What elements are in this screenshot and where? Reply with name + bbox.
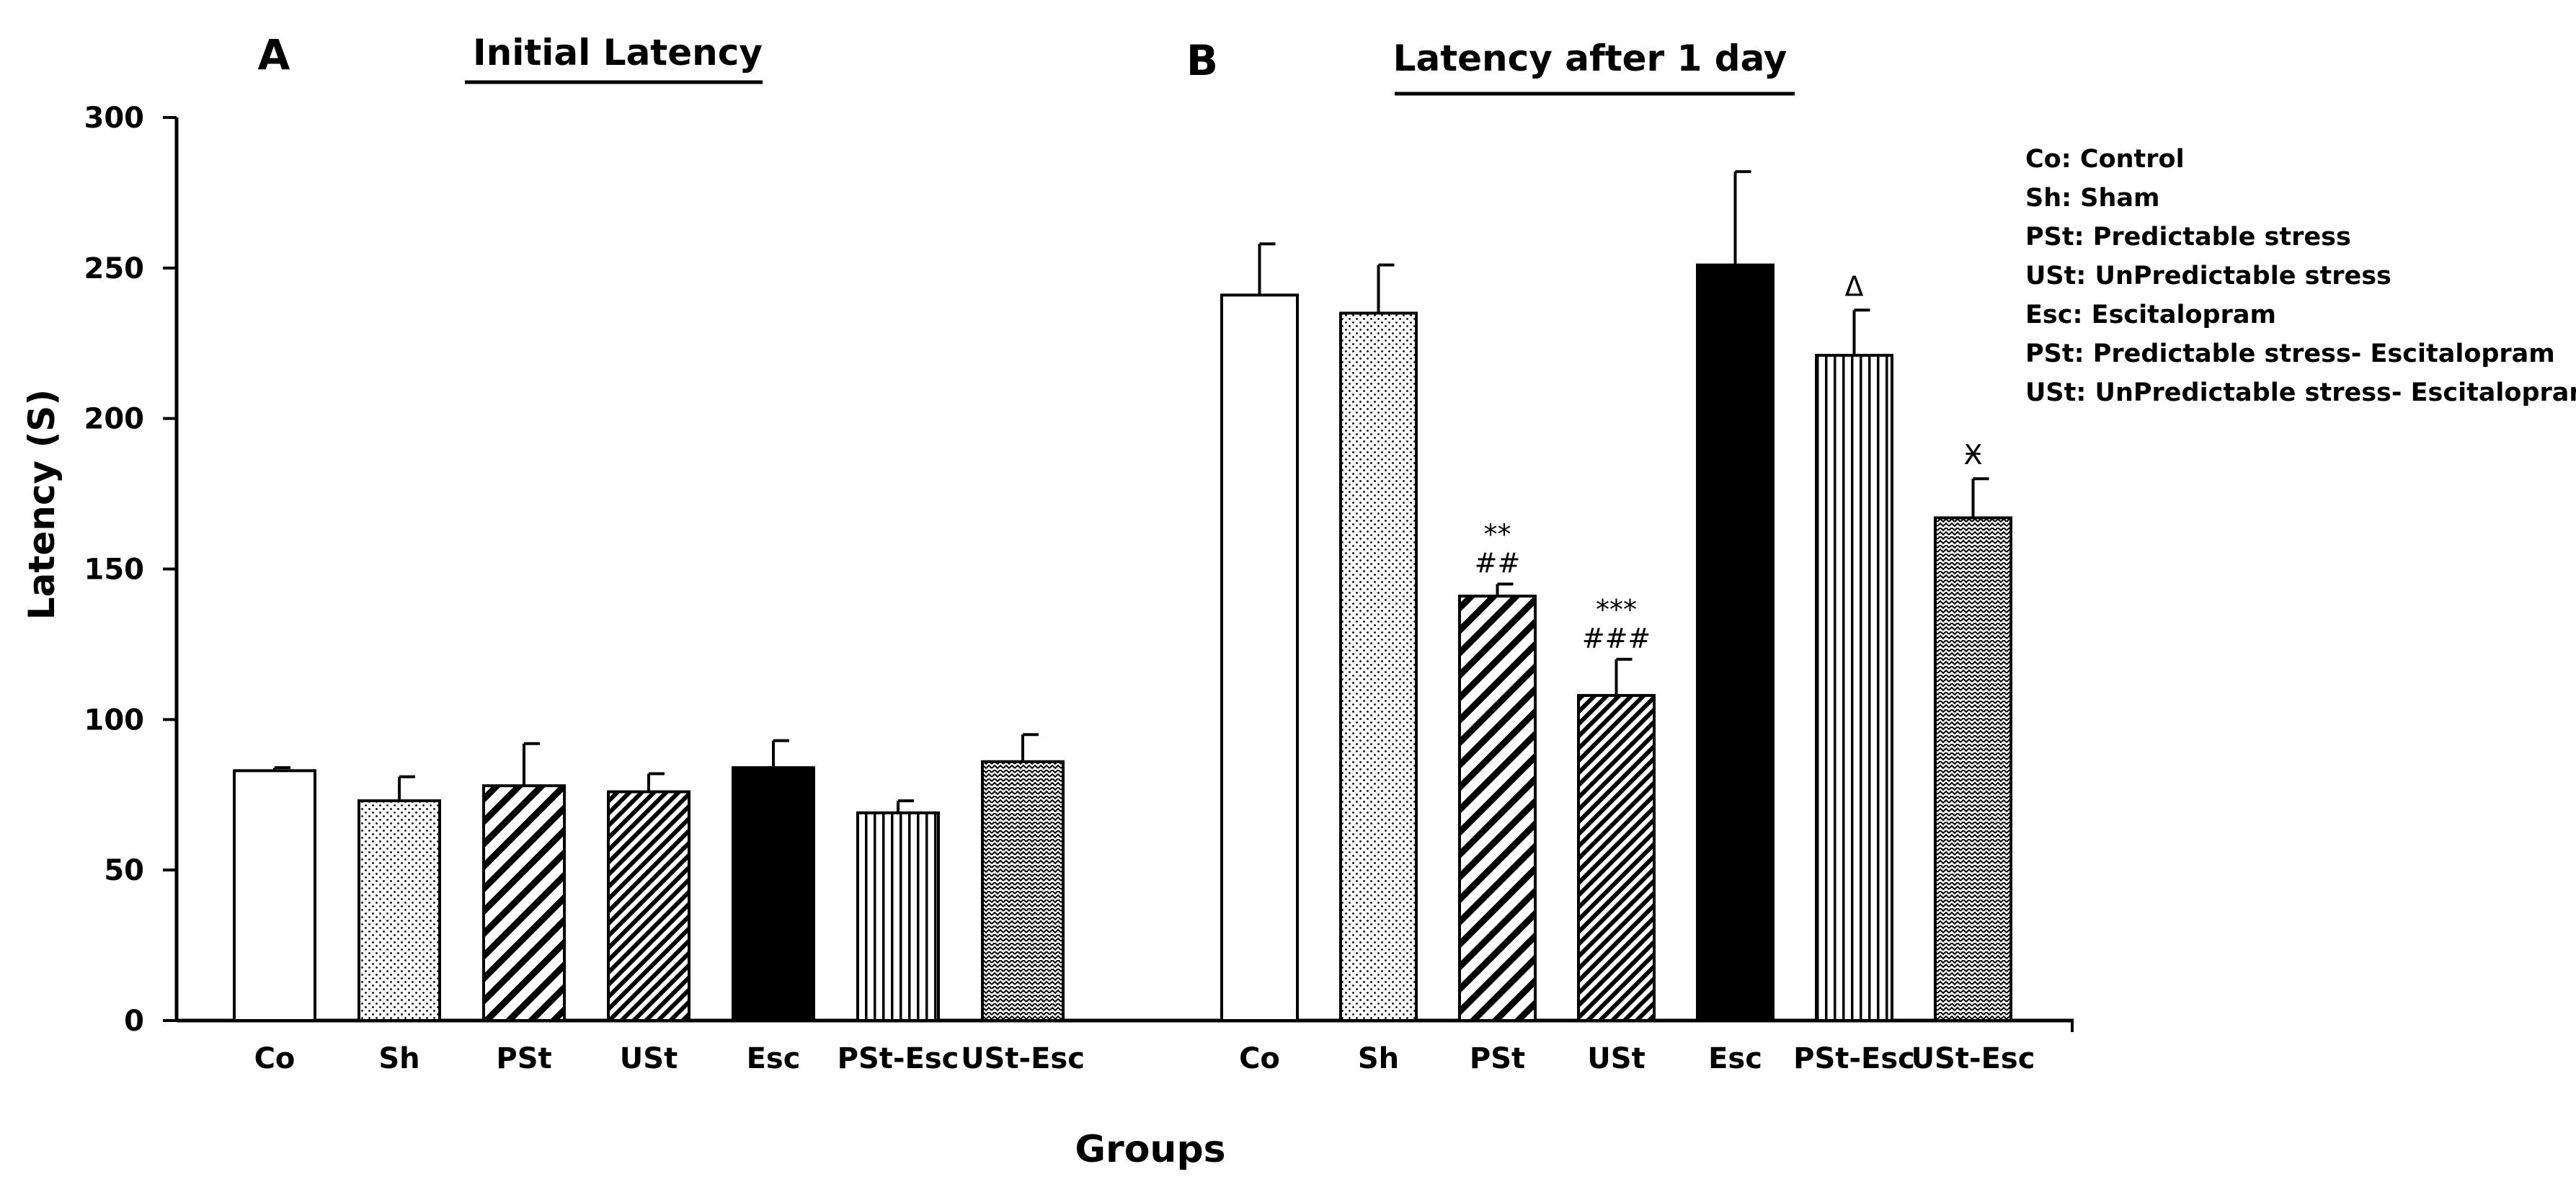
- bar-b-pst-esc: [1815, 353, 1893, 1022]
- significance-marker: ##: [1475, 547, 1521, 579]
- bar-b-ust-esc: [1934, 516, 2012, 1022]
- bar-a-co: [233, 769, 316, 1022]
- panel-a-letter: A: [258, 30, 290, 79]
- x-tick-label: PSt: [496, 1042, 551, 1075]
- x-tick-label: Co: [254, 1042, 296, 1075]
- x-tick-label: PSt-Esc: [1793, 1042, 1915, 1075]
- significance-marker: **: [1484, 518, 1511, 550]
- bar-a-sh: [357, 799, 441, 1023]
- y-tick-label: 50: [104, 854, 144, 887]
- bar-b-ust: [1577, 693, 1656, 1022]
- significance-marker: Ӿ: [1963, 439, 1982, 471]
- legend: Co: Control Sh: Sham PSt: Predictable st…: [2025, 145, 2576, 407]
- legend-entry: Sh: Sham: [2025, 184, 2160, 213]
- x-tick-label: USt: [1587, 1042, 1645, 1075]
- y-tick-label: 150: [84, 554, 145, 587]
- significance-marker: ***: [1596, 594, 1637, 626]
- bar-b-esc: [1696, 263, 1775, 1023]
- bars-layer: Co Sh PSt USt Esc PSt-Esc USt-Esc Co Sh PSt##**US…: [233, 170, 2035, 1075]
- significance-marker: Δ: [1845, 270, 1864, 302]
- y-tick-label: 0: [124, 1005, 144, 1038]
- y-tick-label: 300: [84, 102, 145, 135]
- bar-a-ust-esc: [981, 760, 1065, 1022]
- y-axis-label: Latency (S): [21, 389, 63, 620]
- legend-entry: Co: Control: [2025, 145, 2185, 174]
- bar-a-ust: [607, 790, 690, 1023]
- legend-entry: USt: UnPredictable stress: [2025, 262, 2391, 290]
- bar-a-pst-esc: [856, 811, 940, 1023]
- significance-marker: ###: [1582, 623, 1651, 654]
- panel-b-letter: B: [1186, 36, 1218, 85]
- x-tick-label: PSt: [1470, 1042, 1525, 1075]
- x-tick-label: Esc: [747, 1042, 801, 1075]
- x-axis-label: Groups: [1075, 1128, 1225, 1171]
- x-tick-label: USt-Esc: [961, 1042, 1085, 1075]
- x-tick-label: USt: [620, 1042, 678, 1075]
- legend-entry: PSt: Predictable stress- Escitalopram: [2025, 339, 2555, 368]
- panel-b-title: Latency after 1 day: [1393, 37, 1787, 79]
- panel-a-title: Initial Latency: [473, 32, 763, 74]
- x-tick-label: PSt-Esc: [838, 1042, 959, 1075]
- x-tick-label: Sh: [1358, 1042, 1399, 1075]
- x-tick-label: Esc: [1708, 1042, 1762, 1075]
- x-tick-label: Co: [1239, 1042, 1280, 1075]
- y-tick-label: 100: [84, 703, 145, 737]
- bar-b-sh: [1339, 311, 1418, 1022]
- y-ticks: 0 50 100 150 200 250 300: [84, 102, 177, 1038]
- y-tick-label: 200: [84, 403, 145, 436]
- y-tick-label: 250: [84, 252, 145, 285]
- x-tick-label: Sh: [378, 1042, 419, 1075]
- bar-b-pst: [1458, 595, 1537, 1022]
- bar-b-co: [1220, 293, 1299, 1022]
- legend-entry: Esc: Escitalopram: [2025, 301, 2276, 329]
- legend-entry: USt: UnPredictable stress- Escitalopram: [2025, 378, 2576, 407]
- bar-a-esc: [732, 766, 815, 1023]
- legend-entry: PSt: Predictable stress: [2025, 223, 2351, 252]
- x-tick-label: USt-Esc: [1911, 1042, 2035, 1075]
- bar-a-pst: [482, 784, 566, 1022]
